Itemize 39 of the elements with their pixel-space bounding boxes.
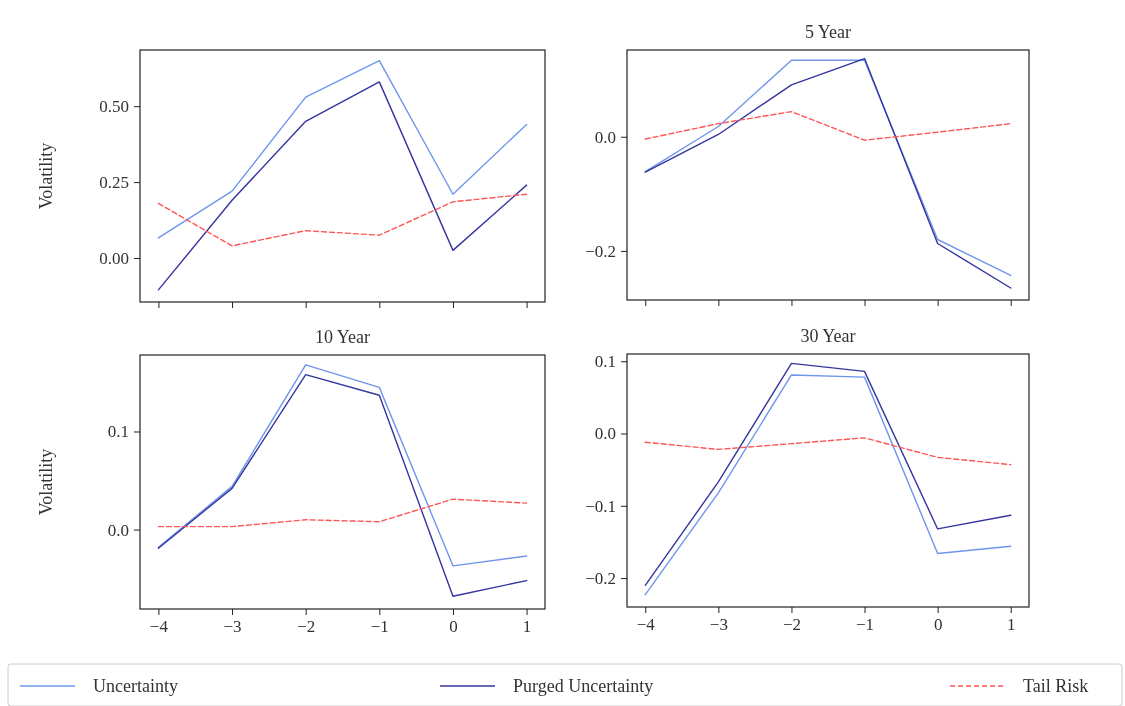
legend-label: Purged Uncertainty [513, 676, 654, 696]
line-series [157, 193, 528, 247]
y-tick-label: 0.25 [99, 173, 129, 193]
x-tick-label: −2 [782, 615, 801, 635]
y-tick-label: 0.1 [594, 352, 616, 372]
line-series [644, 437, 1012, 466]
line-series [157, 81, 528, 291]
y-axis-title: Volatility [36, 448, 56, 516]
x-tick-label: 0 [933, 615, 943, 635]
chart-title: 5 Year [804, 22, 852, 42]
x-tick-label: 0 [449, 617, 458, 637]
x-tick-label: 1 [1006, 615, 1016, 635]
x-tick-label: 1 [522, 617, 532, 637]
line-series [157, 59, 528, 239]
chart-title: 30 Year [800, 326, 856, 346]
x-tick-label: −4 [636, 615, 656, 635]
chart-title: 10 Year [314, 327, 371, 347]
y-tick-label: −0.2 [585, 569, 616, 589]
legend-label: Uncertainty [93, 676, 178, 696]
line-series [644, 110, 1012, 141]
line-series [157, 373, 528, 597]
y-tick-label: 0.00 [99, 248, 129, 268]
y-tick-label: 0.50 [99, 97, 129, 117]
x-tick-label: −3 [223, 617, 242, 637]
line-series [157, 364, 528, 567]
y-tick-label: −0.1 [585, 496, 616, 516]
x-tick-label: −2 [297, 617, 316, 637]
y-tick-label: −0.2 [585, 241, 616, 261]
y-tick-label: 0.0 [107, 520, 129, 540]
y-tick-label: 0.1 [107, 422, 129, 442]
x-tick-label: −4 [149, 617, 169, 637]
y-tick-label: 0.0 [594, 127, 616, 147]
y-axis-title: Volatility [36, 142, 56, 210]
x-tick-label: −1 [370, 617, 389, 637]
line-series [157, 498, 528, 528]
y-tick-label: 0.0 [594, 424, 616, 444]
x-tick-label: −1 [856, 615, 875, 635]
legend-label: Tail Risk [1023, 676, 1089, 696]
x-tick-label: −3 [709, 615, 728, 635]
